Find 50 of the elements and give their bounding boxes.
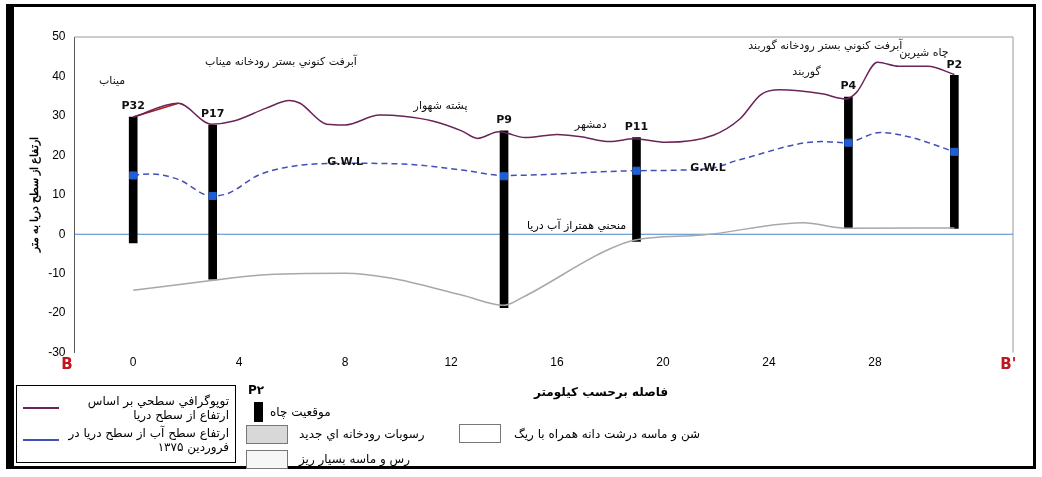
- x-tick-label: 20: [656, 355, 670, 370]
- annotation: P4: [840, 79, 857, 93]
- annotation: P2: [946, 57, 963, 71]
- x-tick-label: 8: [341, 355, 349, 370]
- text: شن و ماسه درشت دانه همراه با ريگ: [514, 427, 701, 441]
- y-tick-label: 40: [52, 68, 66, 83]
- x-tick-label: 28: [868, 355, 882, 370]
- annotation: P9: [496, 113, 512, 127]
- text: P۲: [248, 383, 265, 397]
- bar: [844, 96, 853, 229]
- annotation: آبرفت كنوني بستر رودخانه ميناب: [205, 54, 358, 69]
- bar: [950, 74, 959, 229]
- point: [208, 191, 217, 201]
- annotation: دمشهر: [573, 118, 607, 132]
- annotation: P11: [624, 119, 649, 133]
- text: ميناب: [98, 74, 126, 88]
- annotation: P17: [200, 107, 225, 121]
- text: رس و ماسه بسيار ريز: [299, 452, 410, 466]
- y-tick-label: 50: [52, 29, 66, 44]
- x-tick-label: 4: [235, 355, 243, 370]
- x-axis-title: فاصله برحسب كيلومتر: [534, 385, 669, 399]
- y-tick-label: -10: [48, 266, 66, 281]
- bar: [128, 116, 138, 244]
- point: [129, 171, 138, 180]
- y-tick-label: 20: [52, 147, 66, 162]
- x-tick-label: 0: [129, 355, 137, 370]
- x-tick-label: 16: [550, 355, 565, 370]
- bar: [499, 130, 509, 308]
- legend-label: توپوگرافي سطحي بر اساس ارتفاع از سطح دريا: [86, 394, 229, 422]
- annotation: G.W.L: [327, 155, 363, 169]
- y-axis-title: ارتفاع از سطح دريا به متر: [27, 137, 41, 254]
- y-tick-label: 0: [58, 226, 66, 241]
- legend-label: موقعيت چاه: [270, 405, 331, 419]
- y-tick-label: 30: [52, 108, 66, 123]
- bar: [208, 124, 217, 280]
- point: [950, 147, 959, 156]
- annotation: P32: [121, 99, 145, 113]
- ref-line-label: منحني همتراز آب دريا: [526, 217, 627, 232]
- text: B': [1000, 355, 1017, 374]
- x-tick-label: 24: [762, 355, 776, 370]
- y-tick-label: 10: [52, 187, 66, 202]
- annotation: پشته شهوار: [412, 99, 468, 113]
- y-tick-label: -20: [48, 305, 66, 320]
- annotation: گوربند: [792, 64, 822, 78]
- annotation: G.W.L: [690, 160, 726, 174]
- text: رسوبات رودخانه اي جديد: [299, 427, 425, 441]
- point: [500, 172, 509, 181]
- x-tick-label: 12: [444, 355, 459, 370]
- legend-label: ارتفاع سطح آب از سطح دريا در فروردين ۱۳۷۵: [67, 426, 229, 454]
- point: [844, 138, 853, 147]
